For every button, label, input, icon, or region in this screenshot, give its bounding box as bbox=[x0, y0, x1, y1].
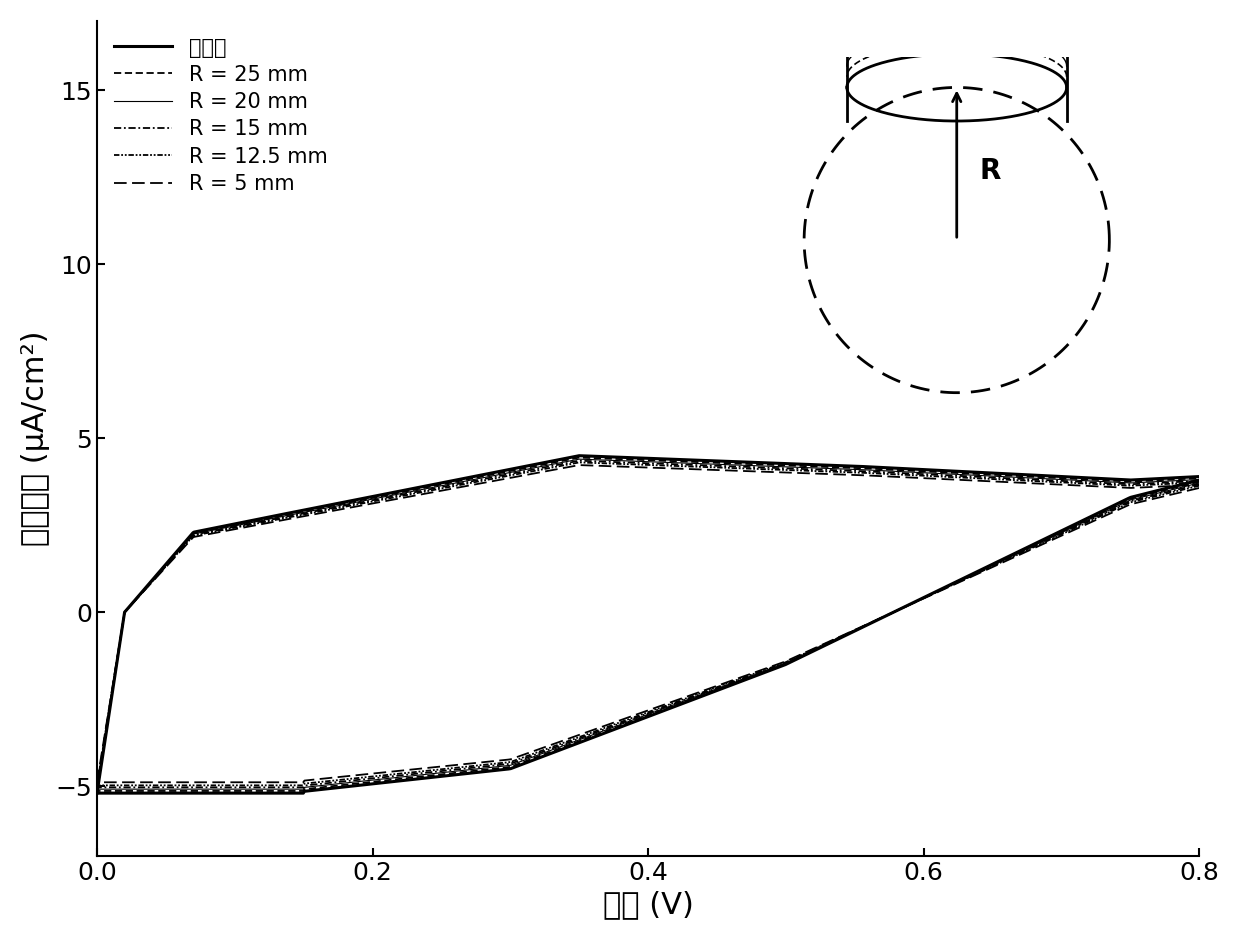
R = 20 mm bbox=[89, 784, 104, 795]
R = 20 mm bbox=[536, 461, 551, 472]
R = 12.5 mm bbox=[848, 467, 863, 478]
R = 15 mm bbox=[950, 470, 965, 481]
Legend: 弯曲前, R = 25 mm, R = 20 mm, R = 15 mm, R = 12.5 mm, R = 5 mm: 弯曲前, R = 25 mm, R = 20 mm, R = 15 mm, R … bbox=[108, 31, 334, 200]
R = 5 mm bbox=[848, 469, 863, 480]
Line: R = 25 mm: R = 25 mm bbox=[97, 458, 1199, 791]
弯曲前 bbox=[577, 450, 591, 462]
弯曲前 bbox=[848, 461, 863, 472]
R = 5 mm bbox=[577, 460, 591, 471]
R = 5 mm bbox=[202, 528, 217, 540]
R = 15 mm bbox=[1192, 476, 1207, 487]
R = 12.5 mm bbox=[89, 779, 104, 791]
R = 5 mm bbox=[970, 475, 985, 486]
R = 25 mm bbox=[970, 468, 985, 479]
弯曲前 bbox=[950, 465, 965, 477]
Line: R = 15 mm: R = 15 mm bbox=[97, 461, 1199, 788]
弯曲前 bbox=[536, 457, 551, 468]
R = 15 mm bbox=[848, 465, 863, 477]
R = 5 mm bbox=[536, 466, 551, 478]
Line: R = 12.5 mm: R = 12.5 mm bbox=[97, 462, 1199, 785]
R = 12.5 mm bbox=[577, 457, 591, 468]
R = 12.5 mm bbox=[202, 527, 217, 539]
弯曲前 bbox=[1192, 471, 1207, 482]
R = 5 mm bbox=[572, 460, 587, 471]
R = 20 mm bbox=[848, 463, 863, 475]
R = 15 mm bbox=[536, 462, 551, 474]
R = 25 mm bbox=[1192, 473, 1207, 484]
R = 15 mm bbox=[572, 455, 587, 466]
弯曲前 bbox=[202, 524, 217, 535]
R = 15 mm bbox=[577, 455, 591, 466]
R = 20 mm bbox=[572, 453, 587, 464]
Line: R = 20 mm: R = 20 mm bbox=[97, 459, 1199, 790]
R = 25 mm bbox=[577, 452, 591, 463]
R = 20 mm bbox=[970, 470, 985, 481]
R = 15 mm bbox=[202, 526, 217, 538]
R = 20 mm bbox=[1192, 474, 1207, 485]
R = 25 mm bbox=[536, 459, 551, 470]
R = 25 mm bbox=[950, 467, 965, 478]
R = 20 mm bbox=[202, 525, 217, 537]
弯曲前 bbox=[572, 450, 587, 462]
R = 20 mm bbox=[950, 469, 965, 480]
弯曲前 bbox=[89, 788, 104, 799]
Line: R = 5 mm: R = 5 mm bbox=[97, 465, 1199, 782]
Line: 弯曲前: 弯曲前 bbox=[97, 456, 1199, 793]
R = 15 mm bbox=[970, 471, 985, 482]
弯曲前 bbox=[970, 466, 985, 478]
R = 5 mm bbox=[89, 776, 104, 788]
R = 15 mm bbox=[89, 782, 104, 793]
R = 5 mm bbox=[950, 474, 965, 485]
R = 12.5 mm bbox=[536, 463, 551, 475]
R = 12.5 mm bbox=[1192, 477, 1207, 488]
R = 20 mm bbox=[577, 454, 591, 465]
R = 25 mm bbox=[572, 452, 587, 463]
R = 12.5 mm bbox=[970, 473, 985, 484]
Y-axis label: 电流密度 (μA/cm²): 电流密度 (μA/cm²) bbox=[21, 331, 50, 546]
X-axis label: 电压 (V): 电压 (V) bbox=[603, 890, 693, 919]
R = 25 mm bbox=[848, 462, 863, 474]
R = 12.5 mm bbox=[572, 457, 587, 468]
R = 25 mm bbox=[89, 785, 104, 796]
R = 12.5 mm bbox=[950, 472, 965, 483]
R = 25 mm bbox=[202, 525, 217, 536]
R = 5 mm bbox=[1192, 479, 1207, 491]
